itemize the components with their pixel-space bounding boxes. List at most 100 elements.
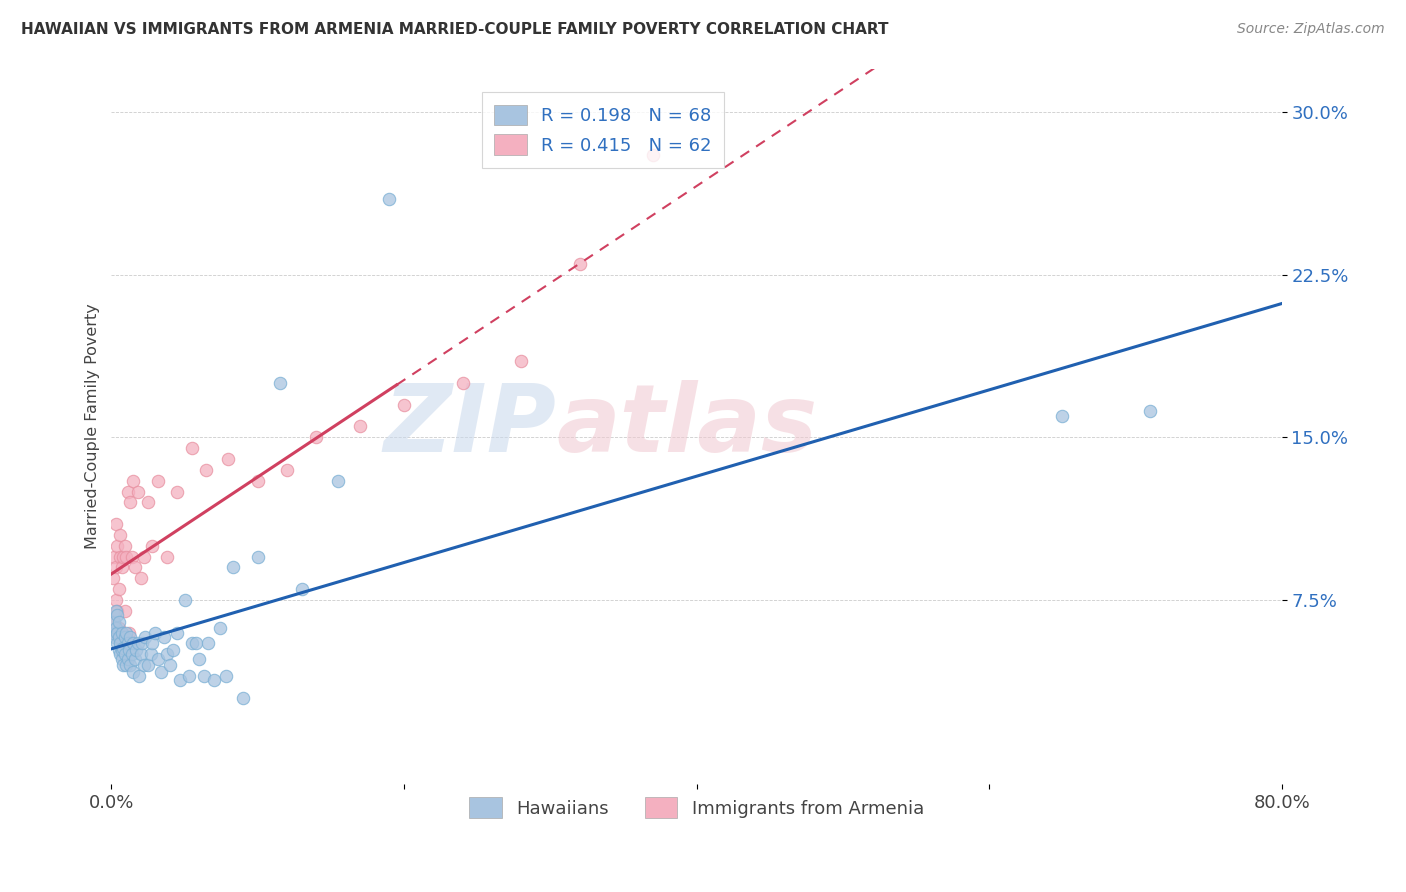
Point (510, 354, 533, 368)
Point (115, 630, 138, 644)
Point (169, 673, 191, 688)
Point (124, 651, 146, 665)
Point (117, 484, 139, 499)
Point (111, 560, 134, 574)
Point (156, 549, 179, 564)
Point (121, 647, 143, 661)
Point (101, 625, 124, 640)
Point (108, 528, 131, 542)
Point (105, 608, 128, 623)
Point (217, 452, 239, 467)
Point (392, 398, 415, 412)
Point (101, 571, 124, 585)
Point (159, 658, 181, 673)
Point (222, 560, 245, 574)
Point (103, 549, 125, 564)
Point (202, 673, 225, 688)
Point (112, 636, 135, 650)
Point (568, 257, 591, 271)
Point (103, 615, 125, 629)
Point (127, 636, 149, 650)
Point (121, 549, 143, 564)
Point (451, 376, 474, 390)
Point (129, 647, 152, 661)
Point (115, 658, 138, 673)
Text: HAWAIIAN VS IMMIGRANTS FROM ARMENIA MARRIED-COUPLE FAMILY POVERTY CORRELATION CH: HAWAIIAN VS IMMIGRANTS FROM ARMENIA MARR… (21, 22, 889, 37)
Point (141, 539, 163, 553)
Point (129, 571, 152, 585)
Point (103, 615, 125, 629)
Point (162, 643, 184, 657)
Point (641, 148, 664, 162)
Point (115, 549, 138, 564)
Point (104, 604, 127, 618)
Point (122, 665, 145, 679)
Point (136, 495, 159, 509)
Point (197, 636, 219, 650)
Point (139, 647, 162, 661)
Text: ZIP: ZIP (384, 381, 557, 473)
Point (122, 474, 145, 488)
Point (104, 517, 127, 532)
Point (148, 651, 170, 665)
Point (143, 625, 166, 640)
Point (112, 549, 135, 564)
Legend: Hawaiians, Immigrants from Armenia: Hawaiians, Immigrants from Armenia (463, 790, 931, 825)
Point (131, 636, 153, 650)
Point (132, 549, 155, 564)
Point (188, 651, 211, 665)
Point (115, 625, 138, 640)
Point (1052, 409, 1074, 423)
Point (246, 474, 269, 488)
Point (193, 669, 215, 683)
Point (127, 484, 149, 499)
Point (246, 549, 269, 564)
Point (173, 593, 195, 607)
Point (118, 643, 141, 657)
Point (132, 658, 155, 673)
Point (208, 621, 231, 635)
Point (378, 192, 401, 206)
Point (156, 647, 179, 661)
Point (177, 669, 200, 683)
Point (290, 582, 312, 597)
Point (108, 636, 131, 650)
Point (114, 647, 136, 661)
Y-axis label: Married-Couple Family Poverty: Married-Couple Family Poverty (86, 303, 100, 549)
Point (114, 630, 136, 644)
Point (141, 636, 163, 650)
Text: Source: ZipAtlas.com: Source: ZipAtlas.com (1237, 22, 1385, 37)
Point (111, 643, 134, 657)
Point (153, 630, 176, 644)
Point (111, 625, 134, 640)
Point (166, 625, 188, 640)
Point (107, 615, 129, 629)
Point (107, 621, 129, 635)
Point (148, 474, 170, 488)
Point (111, 625, 134, 640)
Point (104, 621, 127, 635)
Point (232, 690, 254, 705)
Point (134, 630, 156, 644)
Point (180, 441, 202, 455)
Point (124, 560, 146, 574)
Point (101, 625, 124, 640)
Point (111, 651, 134, 665)
Point (105, 539, 128, 553)
Text: atlas: atlas (557, 381, 817, 473)
Point (195, 463, 218, 477)
Point (107, 643, 129, 657)
Point (104, 560, 127, 574)
Point (186, 636, 208, 650)
Point (114, 539, 136, 553)
Point (349, 419, 371, 434)
Point (120, 495, 142, 509)
Point (120, 658, 142, 673)
Point (112, 640, 135, 655)
Point (105, 625, 128, 640)
Point (107, 582, 129, 597)
Point (118, 625, 141, 640)
Point (305, 430, 328, 444)
Point (122, 636, 145, 650)
Point (108, 549, 131, 564)
